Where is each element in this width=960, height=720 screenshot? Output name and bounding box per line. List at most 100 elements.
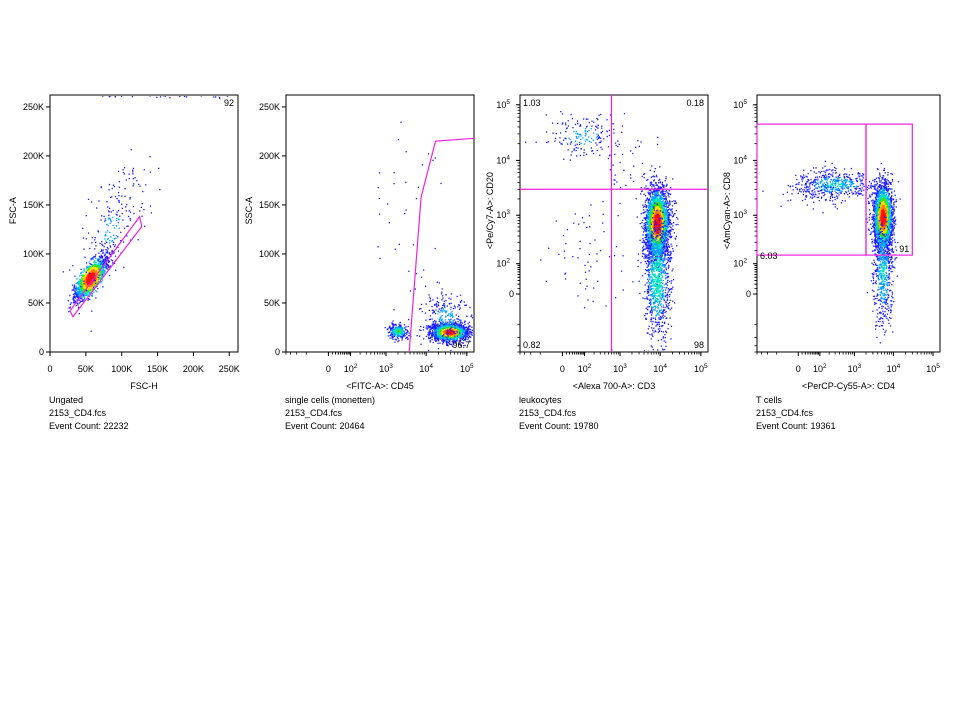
plot-frame	[519, 94, 709, 353]
event-dot	[427, 327, 429, 329]
event-dot	[96, 272, 98, 275]
event-dot	[94, 248, 96, 250]
event-dot	[443, 337, 446, 339]
event-dot	[81, 297, 83, 299]
event-dot	[435, 320, 437, 323]
gate-outline[interactable]	[69, 215, 143, 318]
event-dot	[450, 326, 452, 328]
event-dot	[456, 334, 458, 336]
event-dot	[449, 332, 451, 334]
event-dot	[447, 328, 449, 330]
event-dot	[446, 343, 449, 346]
event-dot	[108, 214, 110, 217]
event-dot	[94, 271, 96, 273]
event-dot	[88, 287, 90, 289]
y-tick-label: 50K	[264, 298, 280, 308]
event-dot	[102, 96, 104, 97]
event-dot	[420, 308, 422, 310]
event-dot	[392, 328, 394, 330]
event-dot	[649, 224, 651, 226]
event-dot	[446, 332, 448, 334]
y-tick-label: 200K	[259, 151, 280, 161]
event-dot	[449, 321, 451, 324]
event-dot	[111, 251, 113, 253]
event-dot	[440, 182, 442, 185]
event-dot	[651, 259, 654, 261]
event-dot	[459, 301, 462, 304]
event-dot	[437, 332, 440, 334]
event-dot	[452, 327, 455, 329]
event-dot	[463, 324, 465, 327]
event-dot	[102, 261, 105, 263]
event-dot	[435, 303, 438, 305]
event-dot	[130, 149, 132, 151]
event-dot	[87, 291, 90, 293]
event-dot	[645, 257, 647, 259]
event-dot	[454, 342, 456, 344]
event-dot	[391, 337, 393, 339]
event-dot	[129, 197, 131, 199]
event-dot	[402, 330, 404, 332]
event-dot	[445, 329, 447, 331]
event-dot	[73, 295, 75, 298]
event-dot	[460, 300, 462, 303]
event-dot	[106, 251, 108, 253]
event-dot	[105, 259, 107, 261]
event-dot	[109, 245, 111, 247]
event-dot	[93, 261, 95, 263]
event-dot	[439, 337, 442, 340]
event-dot	[461, 325, 463, 327]
event-dot	[449, 324, 451, 327]
event-dot	[83, 268, 85, 270]
event-dot	[84, 292, 87, 295]
event-dot	[437, 313, 439, 315]
event-dot	[83, 288, 85, 291]
event-dot	[452, 332, 454, 334]
event-dot	[441, 337, 444, 339]
event-dot	[85, 271, 87, 273]
event-dot	[127, 215, 130, 218]
gate-outline[interactable]	[408, 137, 475, 353]
event-dot	[442, 332, 444, 335]
event-dot	[110, 259, 113, 261]
event-dot	[440, 293, 443, 295]
event-dot	[434, 322, 437, 324]
event-dot	[450, 293, 453, 295]
event-dot	[200, 96, 202, 97]
event-dot	[667, 253, 669, 255]
event-dot	[442, 334, 445, 336]
event-dot	[442, 339, 444, 341]
event-dot	[149, 205, 152, 207]
event-dot	[99, 270, 101, 272]
event-dot	[80, 288, 82, 290]
event-dot	[673, 222, 675, 224]
event-dot	[85, 262, 88, 264]
event-dot	[87, 289, 89, 291]
event-dot	[106, 223, 108, 226]
event-dot	[80, 286, 82, 288]
event-dot	[113, 245, 116, 248]
event-dot	[103, 260, 105, 262]
event-dot	[397, 340, 399, 343]
event-dot	[439, 329, 441, 332]
event-dot	[75, 304, 78, 307]
event-dot	[452, 320, 454, 322]
event-dot	[436, 330, 439, 332]
event-dot	[652, 246, 654, 248]
event-dot	[78, 289, 80, 291]
event-dot	[88, 279, 90, 281]
event-dot	[79, 282, 81, 284]
event-dot	[392, 329, 395, 331]
event-dot	[109, 266, 111, 268]
event-dot	[459, 331, 461, 333]
event-dot	[661, 188, 663, 190]
event-dot	[443, 327, 446, 329]
event-dot	[108, 253, 111, 255]
event-dot	[460, 324, 462, 326]
event-dot	[471, 314, 473, 316]
event-dot	[454, 307, 456, 309]
event-dot	[655, 174, 658, 176]
event-dot	[118, 227, 120, 229]
event-dot	[669, 250, 671, 253]
event-dot	[84, 276, 86, 278]
